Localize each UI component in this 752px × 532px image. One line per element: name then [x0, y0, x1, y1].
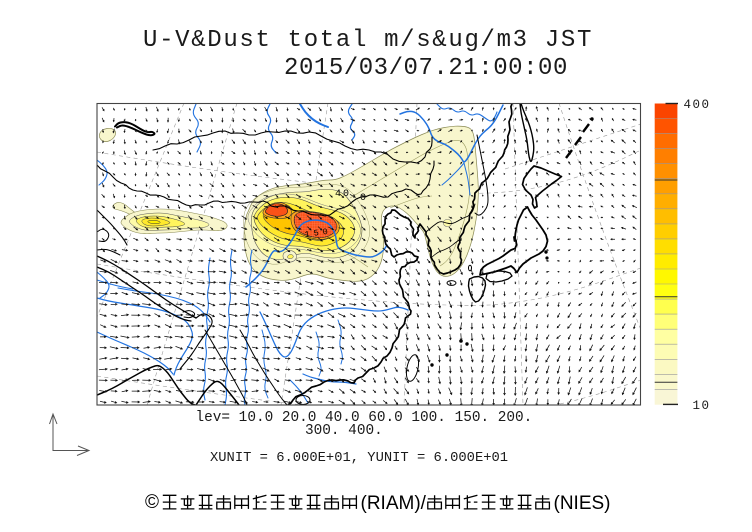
svg-text:©: ©: [145, 492, 159, 513]
svg-text:40.: 40.: [335, 189, 359, 200]
svg-text:(NIES): (NIES): [554, 493, 611, 514]
svg-text:(RIAM)/: (RIAM)/: [361, 493, 427, 514]
svg-text:0: 0: [360, 193, 366, 204]
